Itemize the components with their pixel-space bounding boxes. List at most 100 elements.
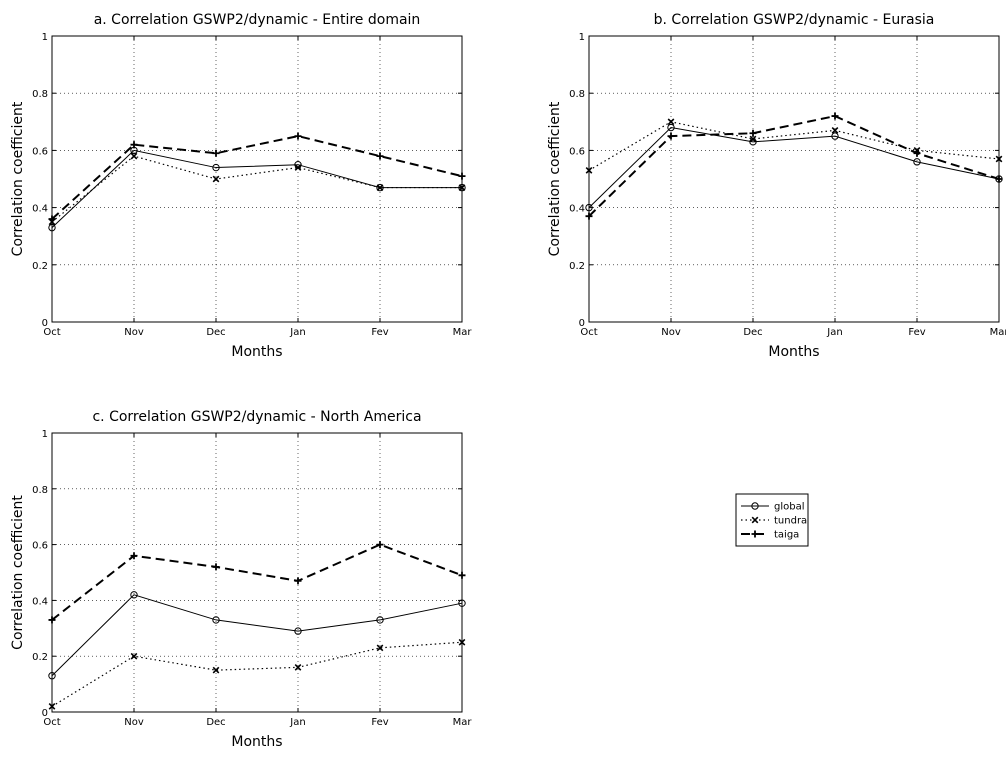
- plot-frame: [51, 35, 463, 323]
- legend-marker-tundra: [751, 516, 759, 524]
- series-global: [585, 123, 1003, 212]
- legend-box: [735, 493, 809, 547]
- y-tick-label: 0.4: [569, 204, 585, 215]
- y-axis-label: Correlation coefficient: [547, 101, 563, 256]
- data-point-taiga: [294, 132, 302, 140]
- y-tick-label: 1: [42, 32, 48, 43]
- data-point-tundra: [749, 135, 757, 143]
- x-axis-label: Months: [768, 344, 819, 360]
- data-point-taiga: [376, 152, 384, 160]
- series-taiga: [48, 132, 466, 223]
- data-point-taiga: [667, 132, 675, 140]
- data-point-taiga: [130, 141, 138, 149]
- data-point-taiga: [831, 112, 839, 120]
- chart-panel-2: b. Correlation GSWP2/dynamic - Eurasia 0 0…: [547, 12, 1006, 360]
- series-line-global: [51, 149, 462, 228]
- data-point-tundra: [995, 155, 1003, 163]
- y-tick-label: 0.4: [32, 596, 48, 607]
- series-line-taiga: [51, 135, 463, 220]
- x-axis-label: Months: [231, 344, 282, 360]
- series-tundra: [48, 152, 466, 226]
- y-tick-label: 1: [42, 429, 48, 440]
- x-tick-label: Fev: [371, 327, 388, 338]
- series-line-tundra: [588, 121, 1000, 171]
- data-point-tundra: [212, 175, 220, 183]
- x-tick-label: Mar: [453, 327, 473, 338]
- x-tick-label: Jan: [826, 327, 842, 338]
- data-point-global: [130, 591, 138, 599]
- data-point-taiga: [458, 571, 466, 579]
- data-point-tundra: [831, 127, 839, 134]
- x-tick-label: Oct: [43, 717, 60, 728]
- plot-frame: [588, 35, 1000, 323]
- data-point-taiga: [749, 129, 757, 137]
- series-tundra: [48, 638, 466, 710]
- x-tick-label: Nov: [124, 327, 144, 338]
- series-line-taiga: [588, 115, 1000, 217]
- series-tundra: [585, 118, 1003, 174]
- legend: global tundra taiga: [735, 493, 809, 547]
- data-point-tundra: [585, 167, 593, 174]
- data-point-global: [667, 123, 675, 132]
- y-tick-label: 0.8: [569, 89, 585, 100]
- series-taiga: [48, 541, 466, 624]
- x-tick-label: Fev: [908, 327, 925, 338]
- x-tick-label: Nov: [661, 327, 681, 338]
- data-point-tundra: [376, 644, 384, 652]
- data-point-tundra: [294, 164, 302, 171]
- y-axis-label: Correlation coefficient: [10, 101, 26, 256]
- data-point-taiga: [376, 541, 384, 549]
- x-tick-label: Mar: [990, 327, 1006, 338]
- x-tick-label: Nov: [124, 717, 144, 728]
- data-point-global: [48, 223, 56, 232]
- data-point-global: [913, 158, 921, 166]
- data-point-global: [585, 203, 593, 212]
- y-tick-label: 0: [42, 318, 48, 329]
- data-point-taiga: [585, 212, 593, 220]
- y-tick-label: 0: [42, 708, 48, 719]
- data-point-taiga: [130, 552, 138, 560]
- y-tick-label: 0.2: [569, 261, 585, 272]
- y-tick-label: 0.2: [32, 652, 48, 663]
- data-point-global: [831, 132, 839, 140]
- chart-title: c. Correlation GSWP2/dynamic - North Ame…: [92, 409, 421, 425]
- data-point-taiga: [212, 149, 220, 157]
- x-tick-label: Mar: [453, 717, 473, 728]
- x-tick-label: Jan: [289, 717, 305, 728]
- x-tick-label: Dec: [743, 327, 762, 338]
- series-global: [48, 146, 466, 232]
- data-point-tundra: [130, 152, 138, 160]
- y-tick-label: 0.6: [32, 541, 48, 552]
- data-point-taiga: [48, 215, 56, 223]
- legend-marker-taiga: [751, 530, 759, 538]
- x-tick-label: Dec: [206, 717, 225, 728]
- series-line-global: [51, 594, 463, 677]
- series-line-taiga: [51, 543, 463, 621]
- x-axis-label: Months: [231, 734, 282, 750]
- x-tick-label: Oct: [43, 327, 60, 338]
- legend-label-tundra: tundra: [774, 516, 807, 527]
- y-axis-label: Correlation coefficient: [10, 495, 26, 650]
- x-tick-label: Jan: [289, 327, 305, 338]
- data-point-taiga: [212, 563, 220, 571]
- data-point-tundra: [294, 663, 302, 671]
- data-point-tundra: [458, 184, 466, 191]
- chart-panel-1: a. Correlation GSWP2/dynamic - Entire do…: [10, 12, 472, 360]
- legend-label-taiga: taiga: [774, 530, 799, 541]
- y-tick-label: 0: [579, 318, 585, 329]
- data-point-global: [294, 627, 302, 635]
- data-point-tundra: [212, 666, 220, 674]
- y-tick-label: 0.2: [32, 261, 48, 272]
- y-tick-label: 0.8: [32, 89, 48, 100]
- x-tick-label: Dec: [206, 327, 225, 338]
- chart-panel-3: c. Correlation GSWP2/dynamic - North Ame…: [10, 409, 472, 750]
- data-point-global: [376, 616, 384, 624]
- series-line-global: [588, 126, 1000, 208]
- y-tick-label: 0.6: [569, 146, 585, 157]
- y-tick-label: 0.8: [32, 485, 48, 496]
- series-line-tundra: [51, 641, 463, 707]
- data-point-taiga: [294, 577, 302, 585]
- legend-label-global: global: [774, 502, 805, 513]
- y-tick-label: 1: [579, 32, 585, 43]
